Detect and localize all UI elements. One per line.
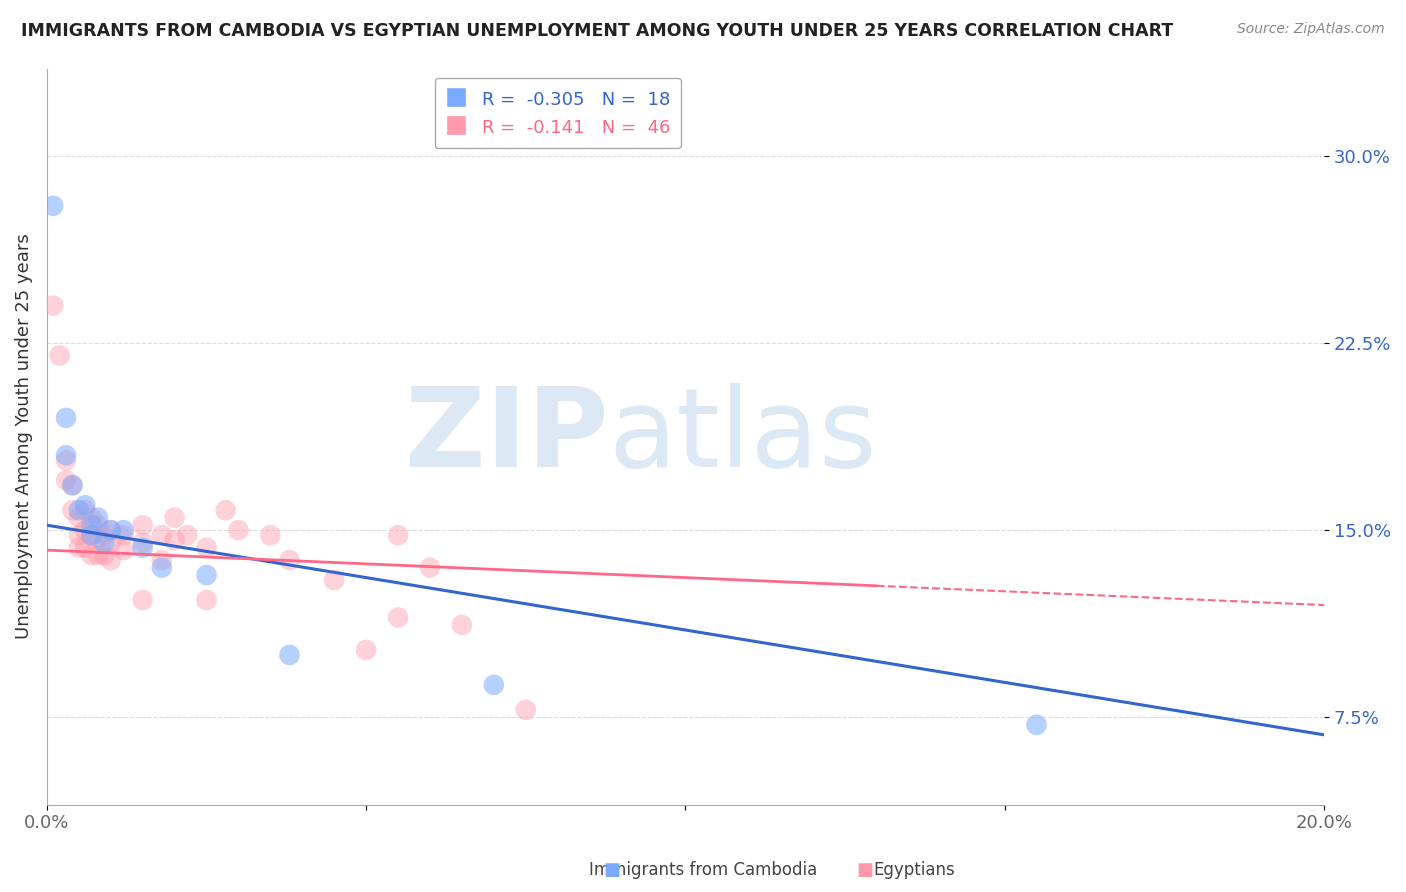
Legend: R =  -0.305   N =  18, R =  -0.141   N =  46: R = -0.305 N = 18, R = -0.141 N = 46 bbox=[434, 78, 681, 148]
Point bbox=[387, 528, 409, 542]
Point bbox=[67, 503, 90, 517]
Text: ■: ■ bbox=[603, 861, 620, 879]
Point bbox=[387, 610, 409, 624]
Point bbox=[131, 541, 153, 555]
Point bbox=[67, 528, 90, 542]
Point bbox=[80, 518, 103, 533]
Point bbox=[195, 568, 218, 582]
Point bbox=[87, 518, 110, 533]
Point bbox=[80, 528, 103, 542]
Point bbox=[87, 531, 110, 545]
Point bbox=[323, 573, 346, 587]
Point bbox=[80, 528, 103, 542]
Point bbox=[278, 553, 301, 567]
Text: Egyptians: Egyptians bbox=[873, 861, 955, 879]
Point bbox=[100, 535, 122, 549]
Point bbox=[42, 199, 65, 213]
Point bbox=[55, 453, 77, 467]
Point bbox=[75, 523, 97, 537]
Point bbox=[55, 473, 77, 487]
Point bbox=[131, 535, 153, 549]
Point bbox=[451, 618, 474, 632]
Point bbox=[176, 528, 198, 542]
Point bbox=[62, 478, 84, 492]
Point bbox=[259, 528, 281, 542]
Point bbox=[100, 523, 122, 537]
Point bbox=[80, 510, 103, 524]
Point bbox=[131, 518, 153, 533]
Point bbox=[215, 503, 238, 517]
Point bbox=[75, 498, 97, 512]
Text: Source: ZipAtlas.com: Source: ZipAtlas.com bbox=[1237, 22, 1385, 37]
Y-axis label: Unemployment Among Youth under 25 years: Unemployment Among Youth under 25 years bbox=[15, 234, 32, 640]
Point bbox=[67, 541, 90, 555]
Point bbox=[62, 478, 84, 492]
Point bbox=[93, 548, 115, 562]
Text: ■: ■ bbox=[856, 861, 873, 879]
Point bbox=[131, 593, 153, 607]
Point bbox=[195, 541, 218, 555]
Point bbox=[55, 448, 77, 462]
Point bbox=[67, 510, 90, 524]
Point bbox=[93, 535, 115, 549]
Point bbox=[228, 523, 250, 537]
Point bbox=[163, 533, 186, 548]
Point bbox=[419, 560, 441, 574]
Point bbox=[112, 528, 135, 542]
Point bbox=[112, 523, 135, 537]
Point bbox=[62, 503, 84, 517]
Point bbox=[150, 553, 173, 567]
Point bbox=[195, 593, 218, 607]
Point bbox=[75, 541, 97, 555]
Point bbox=[93, 528, 115, 542]
Point bbox=[515, 703, 537, 717]
Point bbox=[278, 648, 301, 662]
Point bbox=[80, 548, 103, 562]
Point bbox=[55, 410, 77, 425]
Point bbox=[75, 503, 97, 517]
Text: atlas: atlas bbox=[609, 383, 877, 490]
Point bbox=[354, 643, 377, 657]
Text: IMMIGRANTS FROM CAMBODIA VS EGYPTIAN UNEMPLOYMENT AMONG YOUTH UNDER 25 YEARS COR: IMMIGRANTS FROM CAMBODIA VS EGYPTIAN UNE… bbox=[21, 22, 1174, 40]
Point bbox=[150, 560, 173, 574]
Point bbox=[112, 543, 135, 558]
Point bbox=[100, 553, 122, 567]
Text: Immigrants from Cambodia: Immigrants from Cambodia bbox=[589, 861, 817, 879]
Point bbox=[1025, 718, 1047, 732]
Point bbox=[87, 510, 110, 524]
Point bbox=[42, 299, 65, 313]
Point bbox=[163, 510, 186, 524]
Point bbox=[100, 523, 122, 537]
Point bbox=[150, 528, 173, 542]
Point bbox=[87, 548, 110, 562]
Point bbox=[48, 349, 70, 363]
Text: ZIP: ZIP bbox=[405, 383, 609, 490]
Point bbox=[482, 678, 505, 692]
